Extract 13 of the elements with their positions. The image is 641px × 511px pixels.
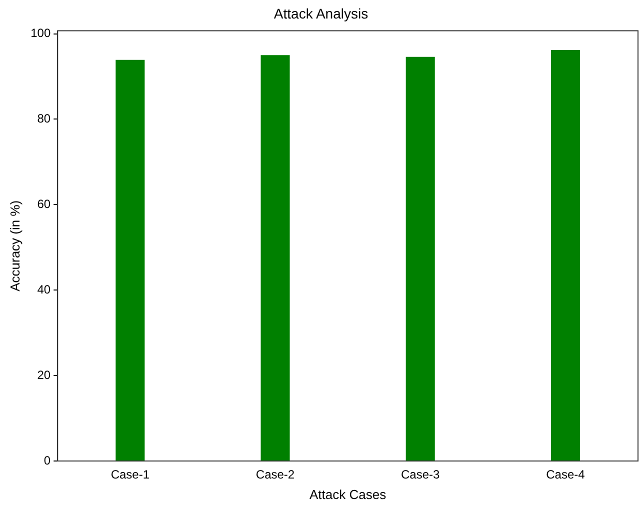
x-axis-title: Attack Cases — [310, 486, 387, 502]
y-tick-label: 100 — [30, 26, 51, 40]
y-tick-label: 80 — [37, 112, 51, 126]
x-tick-label: Case-4 — [546, 468, 586, 482]
x-tick-label: Case-1 — [110, 468, 150, 482]
x-tick-label: Case-2 — [256, 468, 295, 482]
y-axis-title: Accuracy (in %) — [7, 200, 22, 292]
y-tick-label: 60 — [37, 196, 51, 211]
y-tick-label: 20 — [37, 368, 51, 382]
y-tick-label: 40 — [37, 282, 51, 296]
x-tick-label: Case-3 — [401, 468, 440, 482]
chart-title: Attack Analysis — [274, 5, 368, 22]
y-tick-label: 0 — [44, 453, 51, 468]
